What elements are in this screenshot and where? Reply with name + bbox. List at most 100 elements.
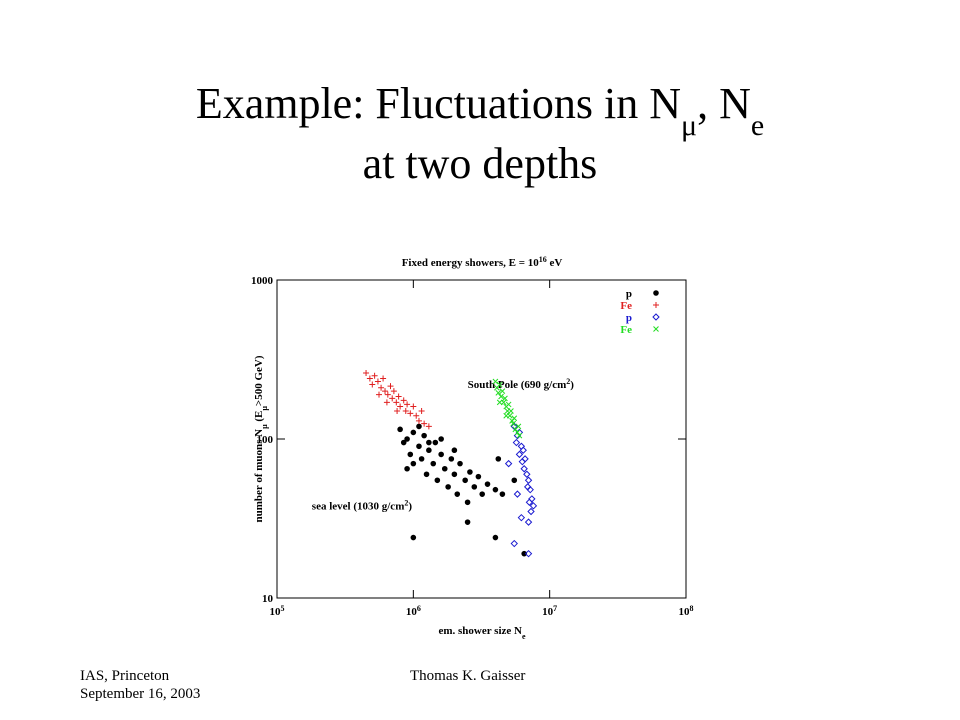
point	[523, 470, 531, 478]
text-part: )	[570, 379, 574, 391]
point	[492, 378, 499, 385]
y-tick-label: 10	[262, 593, 274, 605]
x-tick-label: 105	[270, 604, 285, 619]
point	[516, 432, 523, 439]
legend-marker	[653, 326, 659, 332]
point	[527, 507, 535, 516]
script-text: e	[751, 109, 764, 142]
point	[448, 456, 455, 462]
point	[416, 443, 422, 450]
script-text: μ	[260, 406, 269, 411]
tick-exponent: 6	[417, 604, 421, 613]
point	[426, 439, 432, 446]
point	[416, 423, 422, 430]
text-part: >500 GeV)	[253, 355, 265, 406]
point	[380, 375, 387, 382]
point	[510, 539, 518, 548]
point	[521, 550, 527, 557]
script-text: 2	[566, 376, 570, 385]
point	[524, 476, 533, 484]
legend-marker	[653, 302, 659, 308]
point	[484, 481, 491, 487]
point	[418, 456, 425, 462]
point	[513, 490, 522, 498]
point	[454, 491, 461, 497]
point	[418, 408, 425, 415]
point	[467, 469, 473, 475]
legend-label: p	[626, 288, 632, 300]
point	[505, 401, 512, 408]
point	[413, 412, 420, 419]
footer-left: IAS, Princeton	[80, 668, 170, 684]
legend-label: Fe	[620, 324, 632, 336]
legend-label: p	[626, 312, 632, 324]
point	[498, 393, 504, 400]
point	[529, 502, 538, 510]
point	[404, 436, 410, 442]
point	[425, 423, 432, 430]
point	[445, 484, 451, 490]
script-text: μ	[681, 109, 697, 142]
legend-marker	[653, 290, 659, 296]
point	[394, 408, 401, 415]
point	[511, 415, 518, 422]
x-axis-label: em. shower size Ne	[438, 625, 526, 641]
tick-exponent: 5	[281, 604, 285, 613]
point	[525, 498, 534, 506]
point	[475, 473, 482, 480]
point	[495, 456, 502, 462]
point	[404, 401, 411, 408]
point	[395, 393, 402, 400]
point	[524, 518, 533, 526]
y-tick-label: 1000	[251, 275, 274, 287]
point	[393, 399, 400, 406]
point	[510, 422, 518, 431]
point	[512, 438, 521, 447]
footer-left: September 16, 2003	[80, 686, 200, 702]
point	[421, 420, 428, 427]
point	[515, 450, 524, 459]
point	[421, 432, 427, 439]
text-part: number of muons N	[253, 429, 265, 523]
text-part: , N	[697, 79, 751, 128]
tick-base: 10	[542, 606, 554, 618]
point	[434, 477, 441, 484]
point	[499, 491, 506, 497]
point	[457, 460, 463, 467]
tick-base: 10	[406, 606, 418, 618]
annotation: South Pole (690 g/cm2)	[468, 376, 575, 391]
point	[492, 534, 499, 541]
point	[464, 519, 471, 525]
point	[390, 388, 397, 395]
legend-label: Fe	[620, 300, 632, 312]
point	[400, 439, 407, 446]
script-text: e	[522, 632, 526, 641]
tick-base: 10	[679, 606, 691, 618]
tick-exponent: 7	[553, 604, 557, 613]
text-part: sea level (1030 g/cm	[312, 501, 405, 513]
point	[410, 460, 417, 467]
y-tick-label: 100	[257, 434, 274, 446]
y-axis-label: number of muons Nμ (Eμ>500 GeV)	[253, 355, 269, 522]
point	[415, 417, 422, 424]
text-part: Fixed energy showers, E = 10	[402, 257, 540, 269]
point	[508, 408, 514, 414]
legend-marker	[652, 313, 660, 321]
point	[517, 513, 526, 522]
point	[438, 451, 444, 458]
point	[407, 410, 414, 417]
point	[430, 460, 437, 467]
text-part: Example: Fluctuations in N	[196, 79, 681, 128]
point	[526, 485, 534, 494]
text-part: (E	[253, 411, 265, 425]
point	[502, 395, 508, 402]
tick-base: 10	[270, 606, 282, 618]
text-part: eV	[547, 257, 563, 269]
point	[441, 465, 448, 472]
point	[471, 484, 478, 490]
point	[521, 455, 529, 463]
script-text: 2	[404, 498, 408, 507]
point	[384, 391, 391, 398]
